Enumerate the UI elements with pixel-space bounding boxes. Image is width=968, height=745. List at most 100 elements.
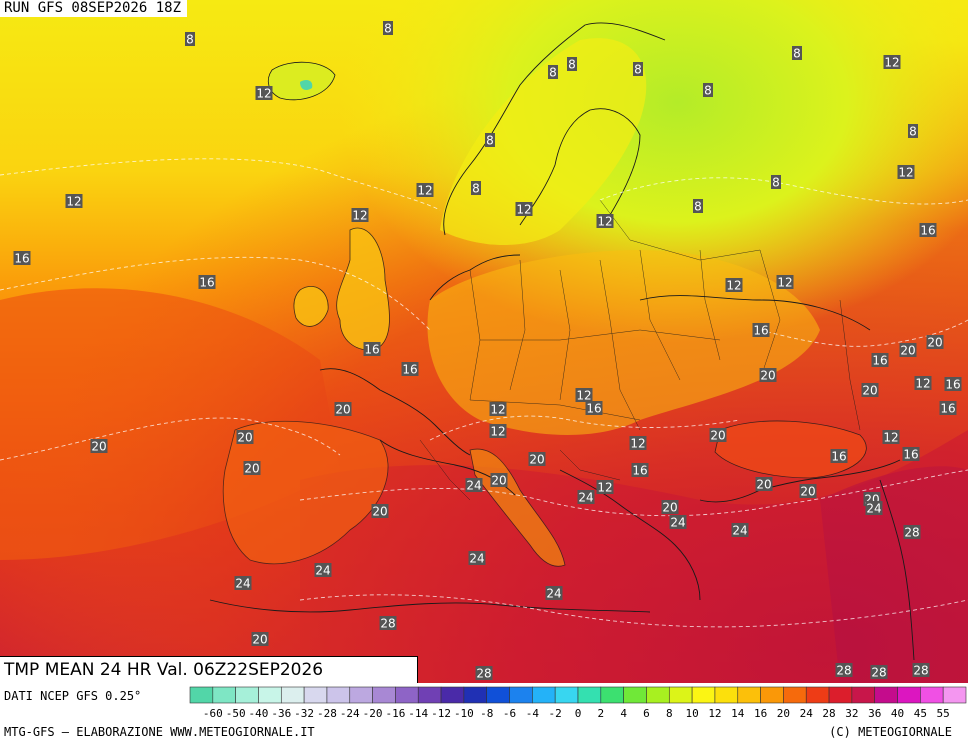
svg-text:20: 20 — [710, 429, 725, 443]
legend-swatch — [942, 686, 967, 704]
legend-tick-label: 4 — [620, 707, 627, 720]
svg-text:12: 12 — [630, 437, 645, 451]
legend-swatch — [280, 686, 305, 704]
svg-text:8: 8 — [704, 84, 712, 98]
legend-swatch — [486, 686, 510, 704]
legend-tick-label: 20 — [777, 707, 790, 720]
temperature-value-label: 16 — [902, 447, 920, 462]
temperature-value-label: 20 — [899, 343, 917, 358]
legend-swatch — [920, 686, 944, 704]
svg-text:16: 16 — [945, 378, 960, 392]
temperature-value-label: 8 — [485, 133, 495, 148]
svg-text:8: 8 — [694, 200, 702, 214]
svg-text:24: 24 — [466, 479, 481, 493]
temperature-value-label: 12 — [725, 278, 743, 293]
temperature-value-label: 12 — [776, 275, 794, 290]
temperature-value-label: 8 — [567, 57, 577, 72]
svg-text:8: 8 — [909, 125, 917, 139]
legend-swatch — [258, 686, 282, 704]
legend-tick-label: 45 — [914, 707, 927, 720]
legend-tick-label: -4 — [526, 707, 540, 720]
legend-tick-label: 40 — [891, 707, 904, 720]
svg-text:16: 16 — [632, 464, 647, 478]
svg-text:20: 20 — [760, 369, 775, 383]
svg-text:20: 20 — [491, 474, 506, 488]
temperature-value-label: 12 — [575, 388, 593, 403]
temperature-value-label: 20 — [243, 461, 261, 476]
legend-tick-label: 24 — [800, 707, 814, 720]
svg-text:8: 8 — [384, 22, 392, 36]
temperature-value-label: 28 — [903, 525, 921, 540]
svg-text:20: 20 — [662, 501, 677, 515]
temperature-value-label: 20 — [926, 335, 944, 350]
temperature-value-label: 8 — [703, 83, 713, 98]
temperature-value-label: 24 — [577, 490, 595, 505]
temperature-value-label: 8 — [792, 46, 802, 61]
svg-text:16: 16 — [753, 324, 768, 338]
svg-text:28: 28 — [476, 667, 491, 681]
temperature-value-label: 20 — [709, 428, 727, 443]
legend-swatch — [554, 686, 579, 704]
temperature-value-label: 12 — [489, 402, 507, 417]
legend-tick-label: 6 — [643, 707, 650, 720]
legend-swatch — [349, 686, 373, 704]
legend-tick-label: 2 — [598, 707, 605, 720]
run-label: RUN GFS 08SEP2026 18Z — [0, 0, 188, 17]
legend-swatch — [668, 686, 693, 704]
temperature-value-label: 20 — [334, 402, 352, 417]
temperature-value-label: 28 — [835, 663, 853, 678]
svg-text:24: 24 — [578, 491, 593, 505]
svg-text:24: 24 — [546, 587, 561, 601]
temperature-value-label: 16 — [13, 251, 31, 266]
svg-text:16: 16 — [940, 402, 955, 416]
svg-text:12: 12 — [256, 87, 271, 101]
legend-swatch — [372, 686, 396, 704]
svg-text:20: 20 — [862, 384, 877, 398]
svg-text:28: 28 — [913, 664, 928, 678]
temperature-value-label: 12 — [416, 183, 434, 198]
legend-swatch — [623, 686, 647, 704]
svg-text:16: 16 — [364, 343, 379, 357]
legend-tick-label: -6 — [503, 707, 516, 720]
svg-text:28: 28 — [871, 666, 886, 680]
svg-text:20: 20 — [237, 431, 252, 445]
legend-tick-label: 28 — [822, 707, 835, 720]
legend-swatch — [760, 686, 784, 704]
svg-text:12: 12 — [490, 403, 505, 417]
svg-text:20: 20 — [900, 344, 915, 358]
credit-left: MTG-GFS — ELABORAZIONE WWW.METEOGIORNALE… — [4, 725, 315, 739]
color-legend: -60 -50 -40 -36 -32 -28 -24 -20 -16 -14 -12 -10 -8 -6… — [189, 686, 967, 720]
legend-tick-label: 36 — [868, 707, 881, 720]
temperature-value-label: 12 — [489, 424, 507, 439]
temperature-value-label: 24 — [234, 576, 252, 591]
temperature-value-label: 28 — [379, 616, 397, 631]
temperature-value-label: 16 — [198, 275, 216, 290]
temperature-value-label: 28 — [912, 663, 930, 678]
svg-text:20: 20 — [91, 440, 106, 454]
temperature-value-label: 12 — [515, 202, 533, 217]
temperature-value-label: 16 — [939, 401, 957, 416]
legend-tick-label: 55 — [937, 707, 950, 720]
svg-text:12: 12 — [915, 377, 930, 391]
legend-tick-label: -40 — [249, 707, 269, 720]
temperature-value-label: 16 — [631, 463, 649, 478]
svg-text:24: 24 — [315, 564, 330, 578]
legend-swatch — [577, 686, 602, 704]
svg-text:12: 12 — [884, 56, 899, 70]
temperature-value-label: 12 — [883, 55, 901, 70]
legend-swatch — [509, 686, 533, 704]
legend-tick-label: -12 — [431, 707, 451, 720]
svg-text:8: 8 — [772, 176, 780, 190]
temperature-value-label: 12 — [255, 86, 273, 101]
svg-text:12: 12 — [352, 209, 367, 223]
temperature-value-label: 12 — [596, 480, 614, 495]
temperature-value-label: 8 — [771, 175, 781, 190]
legend-swatch — [189, 686, 214, 704]
svg-text:8: 8 — [549, 66, 557, 80]
temperature-value-label: 20 — [236, 430, 254, 445]
temperature-value-label: 24 — [669, 515, 687, 530]
temperature-value-label: 16 — [585, 401, 603, 416]
svg-text:28: 28 — [904, 526, 919, 540]
svg-text:16: 16 — [920, 224, 935, 238]
data-source: DATI NCEP GFS 0.25° — [4, 689, 142, 703]
